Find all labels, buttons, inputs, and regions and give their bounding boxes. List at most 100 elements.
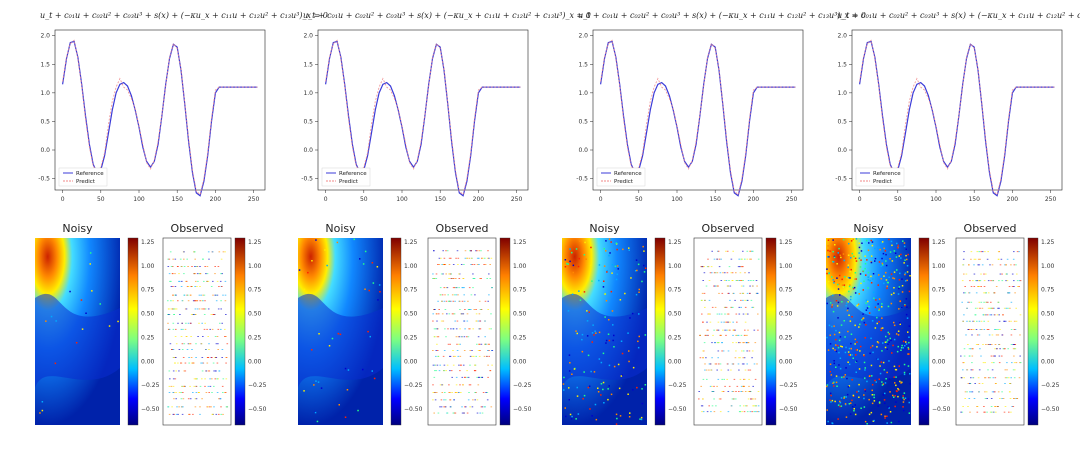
noise-pixel — [886, 348, 888, 350]
noise-pixel — [637, 263, 640, 266]
observed-sample — [199, 406, 201, 408]
colorbar-tick-label: 1.00 — [932, 263, 946, 270]
noise-pixel — [838, 247, 840, 250]
observed-sample — [732, 250, 734, 252]
observed-sample — [216, 378, 218, 380]
observed-sample — [450, 278, 453, 279]
noise-pixel — [848, 354, 850, 356]
observed-sample — [744, 329, 746, 331]
colorbar-tick-label: 1.00 — [668, 263, 682, 270]
observed-sample — [445, 370, 447, 372]
noise-pixel — [829, 370, 831, 373]
x-tick-label: 50 — [97, 196, 105, 203]
observed-sample — [455, 294, 458, 296]
observed-sample — [705, 357, 707, 359]
observed-sample — [466, 412, 469, 414]
observed-sample — [740, 285, 743, 287]
observed-sample — [706, 321, 708, 323]
noise-pixel — [832, 239, 834, 241]
noise-pixel — [862, 318, 864, 320]
noise-pixel — [307, 271, 309, 274]
noise-pixel — [830, 401, 832, 403]
observed-sample — [478, 313, 481, 315]
observed-sample — [964, 286, 966, 287]
noise-pixel — [885, 260, 887, 262]
observed-sample — [757, 329, 759, 331]
observed-sample — [977, 264, 979, 266]
observed-sample — [735, 342, 738, 344]
observed-sample — [1002, 314, 1004, 316]
observed-sample — [439, 384, 442, 386]
observed-sample — [476, 343, 478, 345]
noise-pixel — [826, 384, 829, 386]
noise-pixel — [851, 316, 853, 318]
observed-sample — [970, 258, 972, 260]
observed-sample — [452, 364, 455, 366]
observed-sample — [187, 286, 190, 287]
observed-sample — [735, 398, 737, 400]
observed-sample — [474, 392, 476, 393]
observed-sample — [736, 385, 739, 387]
observed-sample — [468, 384, 471, 386]
observed-sample — [201, 300, 203, 302]
noise-pixel — [908, 325, 911, 327]
noise-pixel — [864, 255, 866, 257]
noise-pixel — [857, 303, 860, 305]
observed-sample — [182, 392, 184, 393]
observed-sample — [473, 309, 476, 310]
observed-sample — [745, 313, 747, 315]
noise-pixel — [869, 301, 872, 303]
noise-pixel — [832, 347, 834, 350]
observed-sample — [183, 385, 185, 387]
observed-sample — [198, 273, 201, 275]
noise-pixel — [876, 341, 879, 343]
observed-sample — [968, 355, 971, 357]
plot-frame — [592, 29, 804, 191]
observed-sample — [483, 355, 486, 357]
noise-pixel — [853, 255, 855, 258]
observed-sample — [172, 413, 175, 415]
noise-pixel — [898, 308, 900, 310]
observed-sample — [189, 398, 192, 400]
noise-pixel — [864, 263, 867, 265]
observed-sample — [206, 266, 209, 267]
observed-sample — [175, 398, 177, 400]
noise-pixel — [564, 259, 567, 261]
observed-sample — [722, 350, 725, 352]
observed-sample — [435, 278, 438, 279]
observed-sample — [991, 369, 994, 371]
noise-pixel — [831, 325, 833, 328]
noise-pixel — [838, 339, 841, 342]
noise-pixel — [834, 349, 836, 351]
observed-sample — [476, 399, 479, 401]
noise-pixel — [899, 323, 901, 325]
observed-sample — [169, 280, 171, 282]
observed-sample — [990, 355, 993, 357]
observed-sample — [464, 309, 466, 310]
x-tick-label: 0 — [599, 196, 603, 203]
observed-sample — [463, 294, 465, 296]
observed-sample — [468, 287, 471, 289]
noise-pixel — [373, 377, 376, 380]
observed-sample — [170, 280, 172, 282]
observed-sample — [466, 320, 469, 322]
observed-sample — [705, 369, 708, 371]
noise-pixel — [610, 393, 613, 396]
observed-sample — [980, 320, 983, 322]
y-tick-label: 1.0 — [837, 90, 847, 97]
observed-sample — [489, 264, 491, 265]
observed-sample — [471, 264, 474, 265]
noise-pixel — [850, 333, 853, 335]
observed-sample — [731, 398, 734, 400]
observed-sample — [195, 280, 197, 282]
observed-sample — [1013, 344, 1015, 345]
observed-sample — [747, 369, 750, 371]
colorbar — [918, 237, 930, 426]
observed-sample — [478, 328, 480, 330]
noise-pixel — [54, 362, 57, 365]
noise-pixel — [41, 401, 44, 403]
observed-sample — [172, 385, 175, 387]
observed-frame — [693, 237, 763, 426]
noise-pixel — [849, 284, 851, 286]
observed-sample — [983, 292, 985, 294]
